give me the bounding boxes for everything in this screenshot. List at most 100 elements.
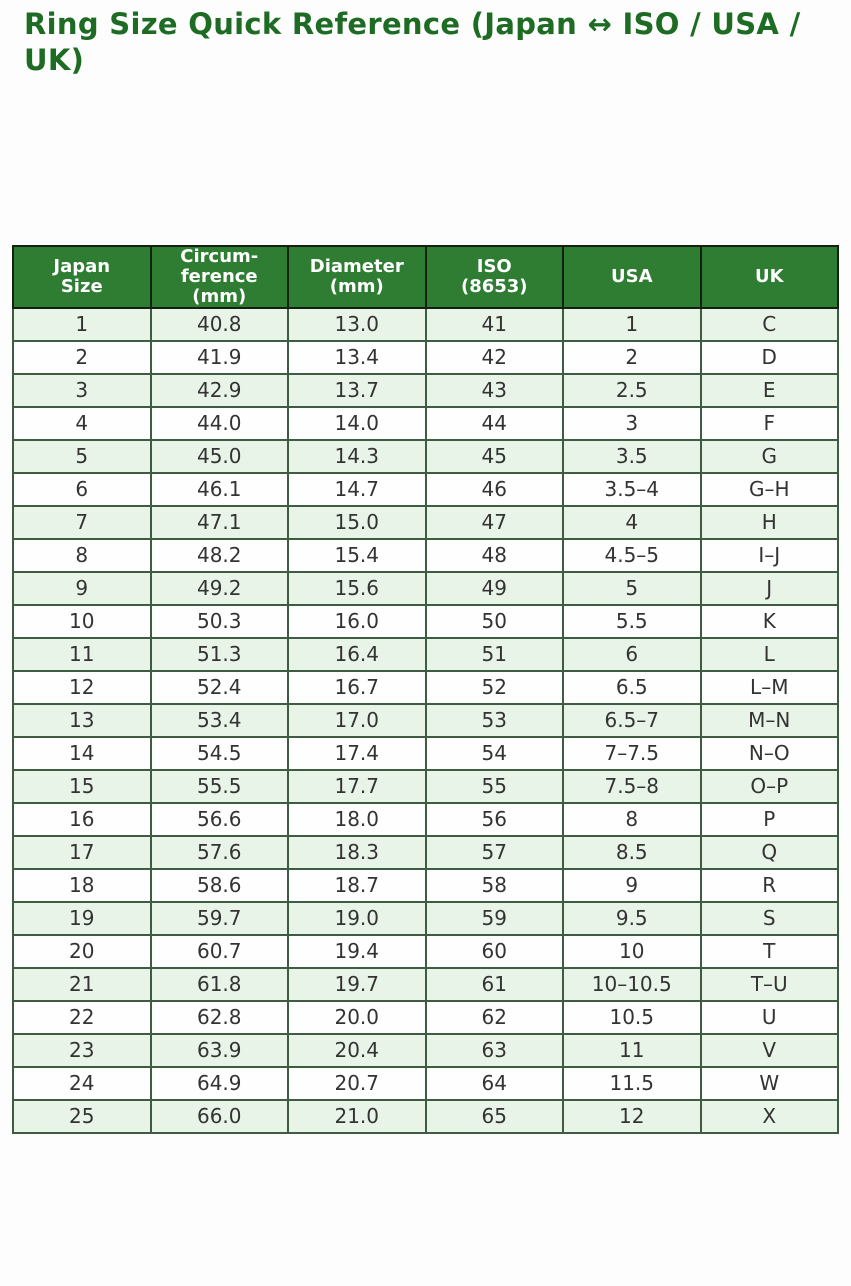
table-cell: 20.4 — [287, 1032, 427, 1068]
table-cell: 15.0 — [287, 504, 427, 540]
table-row: 15 55.5 17.7 55 7.5–8 O–P — [12, 768, 839, 804]
table-cell: 15 — [12, 768, 152, 804]
table-cell: 7 — [12, 504, 152, 540]
table-cell: 58 — [424, 867, 564, 903]
column-header: ISO (8653) — [424, 244, 564, 309]
table-cell: 21.0 — [287, 1098, 427, 1134]
table-cell: S — [699, 900, 839, 936]
table-cell: 17.4 — [287, 735, 427, 771]
table-row: 5 45.0 14.3 45 3.5 G — [12, 438, 839, 474]
table-cell: 57.6 — [149, 834, 289, 870]
table-cell: 49 — [424, 570, 564, 606]
table-cell: L–M — [699, 669, 839, 705]
table-header-row: Japan Size Circum- ference (mm) Diameter (… — [12, 244, 839, 309]
table-row: 13 53.4 17.0 53 6.5–7 M–N — [12, 702, 839, 738]
page-title: Ring Size Quick Reference (Japan ↔ ISO /… — [24, 7, 801, 78]
table-cell: 47.1 — [149, 504, 289, 540]
table-cell: 47 — [424, 504, 564, 540]
table-cell: 60.7 — [149, 933, 289, 969]
table-cell: 55.5 — [149, 768, 289, 804]
table-cell: 10–10.5 — [562, 966, 702, 1002]
table-cell: 16.4 — [287, 636, 427, 672]
table-cell: 5 — [12, 438, 152, 474]
table-cell: 50.3 — [149, 603, 289, 639]
table-cell: 6 — [562, 636, 702, 672]
table-cell: C — [699, 306, 839, 342]
table-row: 8 48.2 15.4 48 4.5–5 I–J — [12, 537, 839, 573]
table-cell: 24 — [12, 1065, 152, 1101]
table-cell: 62.8 — [149, 999, 289, 1035]
table-cell: W — [699, 1065, 839, 1101]
table-cell: 19 — [12, 900, 152, 936]
column-header: UK — [699, 244, 839, 309]
table-cell: O–P — [699, 768, 839, 804]
table-cell: 14.3 — [287, 438, 427, 474]
table-cell: 45 — [424, 438, 564, 474]
table-cell: 19.0 — [287, 900, 427, 936]
table-cell: 11 — [12, 636, 152, 672]
table-cell: 6.5 — [562, 669, 702, 705]
table-cell: 62 — [424, 999, 564, 1035]
table-cell: 10.5 — [562, 999, 702, 1035]
table-cell: 8 — [562, 801, 702, 837]
table-cell: 10 — [12, 603, 152, 639]
table-cell: 4.5–5 — [562, 537, 702, 573]
table-row: 14 54.5 17.4 54 7–7.5 N–O — [12, 735, 839, 771]
table-cell: 58.6 — [149, 867, 289, 903]
table-row: 23 63.9 20.4 63 11 V — [12, 1032, 839, 1068]
table-cell: 7.5–8 — [562, 768, 702, 804]
column-header: Circum- ference (mm) — [149, 244, 289, 309]
table-row: 3 42.9 13.7 43 2.5 E — [12, 372, 839, 408]
table-cell: 42 — [424, 339, 564, 375]
table-cell: 48 — [424, 537, 564, 573]
table-head: Japan Size Circum- ference (mm) Diameter (… — [12, 244, 839, 309]
table-cell: 46 — [424, 471, 564, 507]
table-cell: 5 — [562, 570, 702, 606]
table-cell: 48.2 — [149, 537, 289, 573]
table-cell: 51 — [424, 636, 564, 672]
table-row: 1 40.8 13.0 41 1 C — [12, 306, 839, 342]
table-cell: 17.7 — [287, 768, 427, 804]
table-cell: 25 — [12, 1098, 152, 1134]
table-cell: 19.7 — [287, 966, 427, 1002]
table-row: 4 44.0 14.0 44 3 F — [12, 405, 839, 441]
table-cell: 3 — [12, 372, 152, 408]
table-cell: 22 — [12, 999, 152, 1035]
table-row: 22 62.8 20.0 62 10.5 U — [12, 999, 839, 1035]
table-row: 19 59.7 19.0 59 9.5 S — [12, 900, 839, 936]
table-cell: 63.9 — [149, 1032, 289, 1068]
table-cell: 56.6 — [149, 801, 289, 837]
table-row: 21 61.8 19.7 61 10–10.5 T–U — [12, 966, 839, 1002]
table-cell: 15.4 — [287, 537, 427, 573]
table-cell: 54.5 — [149, 735, 289, 771]
table-cell: 6 — [12, 471, 152, 507]
table-cell: 59.7 — [149, 900, 289, 936]
table-cell: 18.3 — [287, 834, 427, 870]
table-cell: 20 — [12, 933, 152, 969]
table-cell: 15.6 — [287, 570, 427, 606]
table-cell: 14.7 — [287, 471, 427, 507]
table-cell: 54 — [424, 735, 564, 771]
table-cell: 60 — [424, 933, 564, 969]
table-cell: 52 — [424, 669, 564, 705]
table-cell: J — [699, 570, 839, 606]
table-cell: 13 — [12, 702, 152, 738]
table-cell: 14 — [12, 735, 152, 771]
column-header: Japan Size — [12, 244, 152, 309]
column-header: USA — [562, 244, 702, 309]
table-cell: 10 — [562, 933, 702, 969]
table-cell: 64 — [424, 1065, 564, 1101]
table-row: 17 57.6 18.3 57 8.5 Q — [12, 834, 839, 870]
table-cell: T — [699, 933, 839, 969]
table-cell: P — [699, 801, 839, 837]
table-cell: M–N — [699, 702, 839, 738]
table-row: 2 41.9 13.4 42 2 D — [12, 339, 839, 375]
table-cell: L — [699, 636, 839, 672]
table-cell: 17 — [12, 834, 152, 870]
table-cell: 41.9 — [149, 339, 289, 375]
ring-size-conversion-table: Japan Size Circum- ference (mm) Diameter (… — [12, 244, 839, 1134]
table-cell: 45.0 — [149, 438, 289, 474]
table-cell: 13.0 — [287, 306, 427, 342]
table-cell: 44.0 — [149, 405, 289, 441]
table-row: 10 50.3 16.0 50 5.5 K — [12, 603, 839, 639]
